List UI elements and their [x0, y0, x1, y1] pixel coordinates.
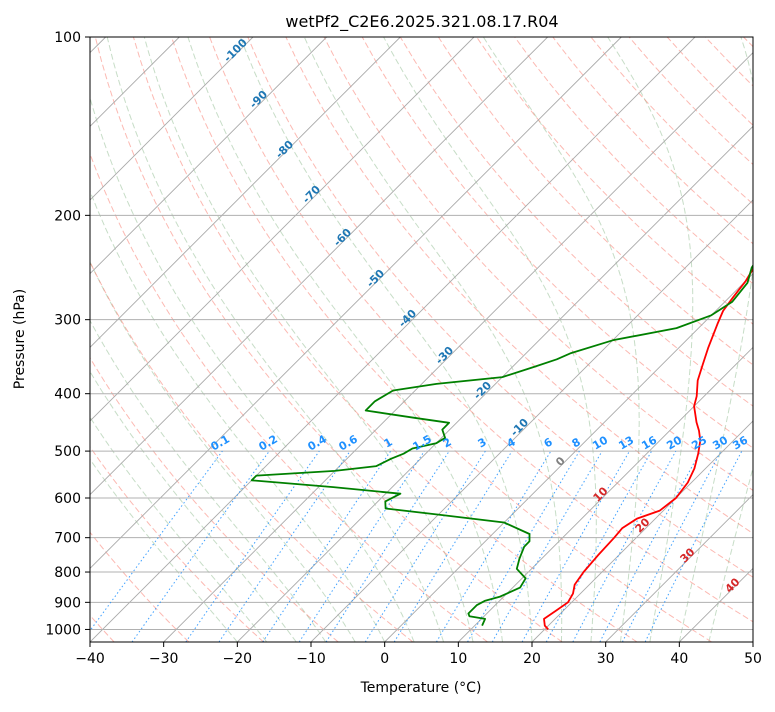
- mixing-ratio-label: 36: [730, 433, 750, 452]
- x-tick-label: 0: [380, 651, 389, 667]
- moist-adiabat-label: -30: [433, 344, 456, 367]
- mixing-ratio-label: 1: [382, 435, 395, 450]
- isotherm-line: [164, 37, 769, 642]
- isotherm-line: [0, 37, 474, 642]
- x-axis-label: Temperature (°C): [360, 680, 482, 696]
- dry-adiabat-line: [438, 37, 775, 642]
- isotherm-line: [753, 37, 775, 642]
- mixing-ratio-line: [326, 451, 449, 642]
- mixing-ratio-line: [436, 451, 551, 642]
- x-tick-label: 20: [523, 651, 541, 667]
- isotherm-line: [0, 37, 327, 642]
- moist-adiabat-label: -20: [471, 379, 494, 402]
- isotherm-line: [0, 37, 400, 642]
- dry-adiabat-line: [0, 37, 338, 642]
- isotherm-line: [0, 37, 253, 642]
- dry-adiabat-line: [553, 37, 775, 642]
- dry-adiabat-label: 40: [723, 575, 743, 595]
- moist-adiabat-label: -90: [247, 88, 270, 111]
- x-tick-label: 30: [597, 651, 615, 667]
- moist-adiabat-line: [0, 37, 237, 642]
- mixing-ratio-label: 25: [689, 434, 709, 453]
- isotherm-line: [532, 37, 775, 642]
- y-tick-label: 1000: [45, 622, 81, 638]
- moist-adiabat-line: [23, 37, 356, 642]
- x-tick-label: −30: [149, 651, 179, 667]
- y-tick-label: 700: [54, 531, 81, 547]
- dry-adiabat-label: 20: [633, 515, 653, 535]
- y-tick-label: 600: [54, 491, 81, 507]
- isotherm-line: [90, 37, 695, 642]
- mixing-ratio-line: [546, 451, 651, 642]
- mixing-ratio-label: 0.6: [337, 432, 361, 453]
- mixing-ratio-label: 6: [542, 435, 555, 450]
- dry-adiabat-label: 10: [591, 484, 611, 504]
- y-tick-label: 300: [54, 313, 81, 329]
- mixing-ratio-line: [299, 451, 424, 642]
- dry-adiabat-line: [172, 37, 712, 642]
- mixing-ratio-label: 10: [590, 433, 610, 452]
- chart-title: wetPf2_C2E6.2025.321.08.17.R04: [285, 12, 558, 32]
- dry-adiabat-line: [133, 37, 637, 642]
- mixing-ratio-label: 0.4: [306, 432, 330, 453]
- moist-adiabat-line: [0, 37, 326, 642]
- isotherm-line: [0, 37, 548, 642]
- dry-adiabat-line: [744, 37, 775, 642]
- isotherm-line: [16, 37, 621, 642]
- mixing-ratio-label: 1.5: [411, 432, 434, 453]
- moist-adiabat-line: [0, 37, 267, 642]
- mixing-ratio-line: [263, 451, 391, 642]
- mixing-ratio-line: [522, 451, 629, 642]
- mixing-ratio-label: 16: [639, 433, 659, 452]
- y-tick-label: 100: [54, 30, 81, 46]
- moist-adiabat-label: -80: [273, 138, 296, 161]
- moist-adiabats: [0, 37, 775, 642]
- x-tick-label: −20: [223, 651, 253, 667]
- plot-frame: [90, 37, 753, 642]
- x-tick-label: 10: [449, 651, 467, 667]
- mixing-ratio-label: 3: [476, 435, 489, 450]
- x-tick-label: −40: [75, 651, 105, 667]
- dry-adiabat-line: [705, 37, 775, 642]
- moist-adiabat-line: [107, 37, 443, 642]
- mixing-ratio-label: 0.1: [209, 432, 232, 453]
- dry-adiabat-line: [95, 37, 562, 642]
- y-tick-label: 200: [54, 208, 81, 224]
- x-tick-label: 40: [670, 651, 688, 667]
- dry-adiabat-label: 30: [678, 545, 698, 565]
- mixing-ratio-label: 13: [616, 434, 636, 453]
- y-tick-label: 800: [54, 565, 81, 581]
- y-tick-label: 400: [54, 387, 81, 403]
- y-tick-label: 900: [54, 595, 81, 611]
- mixing-ratio-label: 30: [710, 433, 730, 452]
- x-tick-label: −10: [296, 651, 326, 667]
- dry-adiabat-line: [19, 37, 413, 642]
- moist-adiabat-label: -40: [396, 307, 419, 330]
- x-tick-label: 50: [744, 651, 762, 667]
- moist-adiabat-label: -60: [331, 226, 354, 249]
- dry-adiabat-line: [515, 37, 775, 642]
- moist-adiabat-line: [240, 37, 532, 642]
- y-axis-label: Pressure (hPa): [12, 289, 28, 389]
- dry-adiabat-line: [0, 37, 263, 642]
- mixing-ratio-line: [82, 451, 223, 642]
- moist-adiabat-label: -70: [300, 183, 323, 206]
- mixing-ratio-lines: [82, 451, 742, 642]
- y-tick-label: 500: [54, 444, 81, 460]
- moist-adiabat-line: [188, 37, 503, 642]
- dry-adiabat-line: [57, 37, 488, 642]
- mixing-ratio-label: 20: [664, 433, 684, 452]
- moist-adiabat-label: -50: [364, 267, 387, 290]
- mixing-ratio-label: 8: [570, 435, 583, 450]
- isotherm-line: [311, 37, 775, 642]
